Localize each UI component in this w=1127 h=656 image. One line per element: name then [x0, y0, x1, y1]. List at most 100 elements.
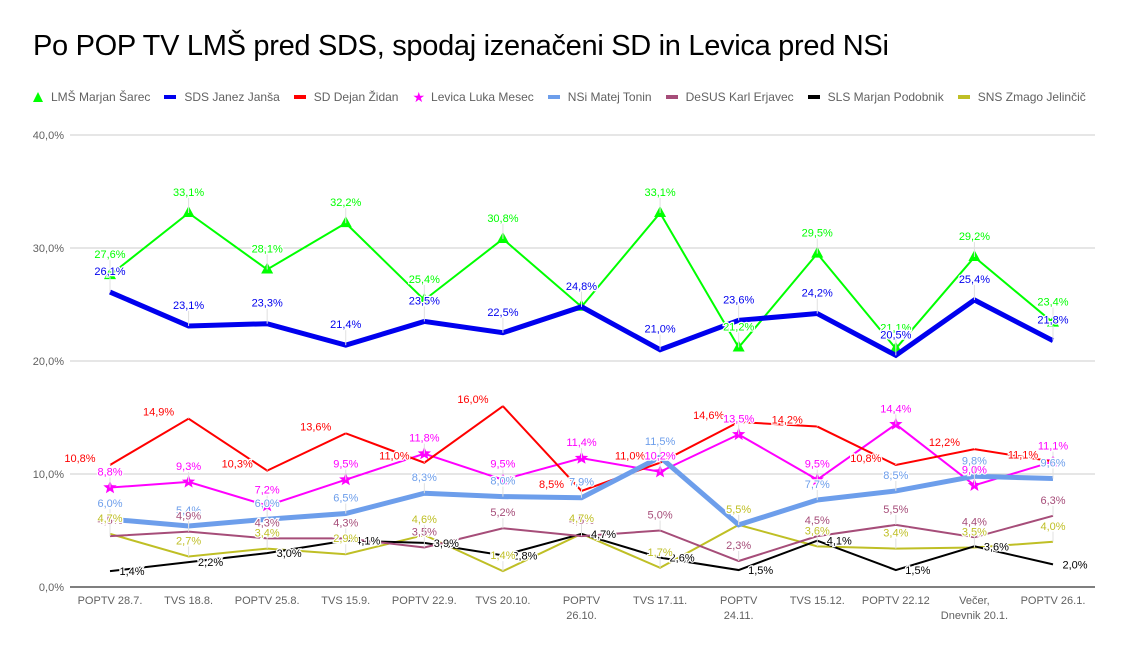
data-label: 32,2% [330, 197, 361, 209]
line-swatch-icon [665, 95, 678, 99]
data-label: 8,5% [883, 470, 908, 482]
data-label: 23,6% [723, 294, 754, 306]
data-label: 3,4% [255, 528, 280, 540]
data-label: 33,1% [173, 187, 204, 199]
star-icon: ★ [412, 89, 426, 105]
data-label: 10,3% [222, 459, 253, 471]
data-label: 21,0% [644, 324, 675, 336]
data-label: 4,5% [569, 515, 594, 527]
data-label: 16,0% [457, 394, 488, 406]
legend-item[interactable]: LMŠ Marjan Šarec [33, 90, 150, 104]
legend-label: SLS Marjan Podobnik [827, 90, 944, 104]
data-label: 4,4% [962, 516, 987, 528]
line-swatch-icon [957, 95, 970, 99]
x-tick-label: POPTV 25.8. [235, 595, 300, 607]
data-label: 8,8% [97, 467, 122, 479]
data-label: 4,1% [355, 536, 380, 548]
data-label: 21,2% [723, 321, 754, 333]
legend-item[interactable]: DeSUS Karl Erjavec [665, 90, 794, 104]
data-label: 29,2% [959, 231, 990, 243]
legend-label: SD Dejan Židan [313, 90, 399, 104]
data-label: 4,5% [97, 515, 122, 527]
data-label: 11,0% [615, 451, 646, 463]
data-label: 20,5% [880, 329, 911, 341]
data-label: 25,4% [409, 274, 440, 286]
data-label: 21,4% [330, 319, 361, 331]
data-label: 3,9% [434, 538, 459, 550]
x-tick-label: TVS 15.9. [321, 595, 370, 607]
data-label: 28,1% [252, 243, 283, 255]
data-label: 22,5% [487, 307, 518, 319]
data-label: 2,9% [333, 533, 358, 545]
legend-item[interactable]: SDS Janez Janša [164, 90, 280, 104]
data-label: 4,7% [591, 529, 616, 541]
data-label: 1,4% [490, 550, 515, 562]
data-label: 12,2% [929, 437, 960, 449]
data-label: 6,5% [333, 493, 358, 505]
data-label: 8,0% [490, 476, 515, 488]
line-swatch-icon [293, 95, 306, 99]
legend-item[interactable]: SNS Zmago Jelinčič [957, 90, 1086, 104]
data-label: 2,8% [512, 550, 537, 562]
data-label: 2,0% [1062, 559, 1087, 571]
data-label: 3,6% [805, 525, 830, 537]
chart-legend: LMŠ Marjan Šarec SDS Janez Janša SD Dejan … [33, 90, 1100, 104]
legend-item[interactable]: SD Dejan Židan [293, 90, 399, 104]
data-label: 3,5% [962, 526, 987, 538]
data-label: 5,5% [726, 504, 751, 516]
data-label: 5,5% [883, 504, 908, 516]
data-label: 3,0% [277, 548, 302, 560]
data-label: 14,2% [772, 415, 803, 427]
data-label: 27,6% [94, 249, 125, 261]
data-label: 4,0% [1040, 521, 1065, 533]
legend-label: SDS Janez Janša [184, 90, 280, 104]
data-label: 24,8% [566, 281, 597, 293]
data-label: 23,4% [1037, 297, 1068, 309]
data-label: 23,3% [252, 298, 283, 310]
data-label: 23,5% [409, 295, 440, 307]
data-label: 9,8% [962, 455, 987, 467]
data-label: 24,2% [802, 288, 833, 300]
data-label: 14,9% [143, 407, 174, 419]
data-label: 13,5% [723, 413, 754, 425]
legend-item[interactable]: SLS Marjan Podobnik [807, 90, 944, 104]
data-label: 14,4% [880, 403, 911, 415]
data-label: 1,5% [905, 565, 930, 577]
data-label: 6,0% [255, 498, 280, 510]
x-tick-label: POPTV 22.12 [862, 595, 930, 607]
x-tick-label: POPTV 28.7. [78, 595, 143, 607]
line-swatch-icon [547, 95, 560, 99]
data-label: 8,5% [539, 479, 564, 491]
y-tick-label: 0,0% [39, 582, 64, 594]
data-label: 11,8% [409, 433, 440, 445]
y-tick-label: 30,0% [33, 243, 64, 255]
data-label: 4,3% [255, 517, 280, 529]
y-tick-label: 40,0% [33, 130, 64, 142]
data-label: 2,7% [176, 535, 201, 547]
data-label: 8,3% [412, 472, 437, 484]
data-label: 7,7% [805, 479, 830, 491]
data-label: 30,8% [487, 213, 518, 225]
data-label: 4,1% [827, 536, 852, 548]
legend-item[interactable]: ★ Levica Luka Mesec [412, 90, 533, 104]
data-label: 4,3% [333, 517, 358, 529]
x-tick-label: Večer, Dnevnik 20.1. [941, 595, 1008, 622]
data-label: 4,7% [569, 513, 594, 525]
data-label: 23,1% [173, 300, 204, 312]
data-label: 4,9% [176, 511, 201, 523]
data-label: 1,5% [748, 565, 773, 577]
data-label: 4,6% [412, 514, 437, 526]
data-label: 5,4% [176, 505, 201, 517]
x-tick-label: TVS 20.10. [475, 595, 530, 607]
data-label: 11,0% [379, 451, 410, 463]
legend-item[interactable]: NSi Matej Tonin [547, 90, 652, 104]
y-tick-label: 20,0% [33, 356, 64, 368]
data-label: 4,7% [97, 513, 122, 525]
data-label: 10,8% [850, 453, 881, 465]
triangle-icon [33, 92, 43, 102]
data-label: 11,4% [566, 437, 597, 449]
data-label: 2,3% [726, 540, 751, 552]
data-label: 10,8% [64, 453, 95, 465]
data-label: 5,5% [726, 504, 751, 516]
